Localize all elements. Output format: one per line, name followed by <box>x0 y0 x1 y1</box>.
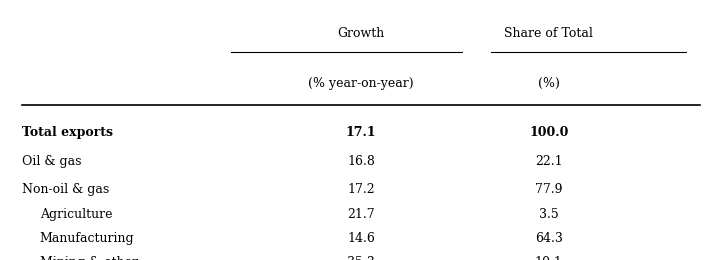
Text: Manufacturing: Manufacturing <box>40 232 134 245</box>
Text: 17.2: 17.2 <box>347 183 375 196</box>
Text: 17.1: 17.1 <box>346 126 376 139</box>
Text: 64.3: 64.3 <box>535 232 562 245</box>
Text: Non-oil & gas: Non-oil & gas <box>22 183 109 196</box>
Text: 16.8: 16.8 <box>347 155 375 168</box>
Text: 22.1: 22.1 <box>535 155 562 168</box>
Text: 21.7: 21.7 <box>347 208 375 221</box>
Text: Total exports: Total exports <box>22 126 113 139</box>
Text: Mining & other: Mining & other <box>40 256 138 260</box>
Text: 35.3: 35.3 <box>347 256 375 260</box>
Text: 3.5: 3.5 <box>539 208 559 221</box>
Text: 77.9: 77.9 <box>535 183 562 196</box>
Text: Oil & gas: Oil & gas <box>22 155 81 168</box>
Text: Agriculture: Agriculture <box>40 208 112 221</box>
Text: 10.1: 10.1 <box>535 256 562 260</box>
Text: (%): (%) <box>538 77 560 90</box>
Text: Share of Total: Share of Total <box>504 27 593 40</box>
Text: (% year-on-year): (% year-on-year) <box>308 77 414 90</box>
Text: 100.0: 100.0 <box>529 126 568 139</box>
Text: Growth: Growth <box>337 27 385 40</box>
Text: 14.6: 14.6 <box>347 232 375 245</box>
